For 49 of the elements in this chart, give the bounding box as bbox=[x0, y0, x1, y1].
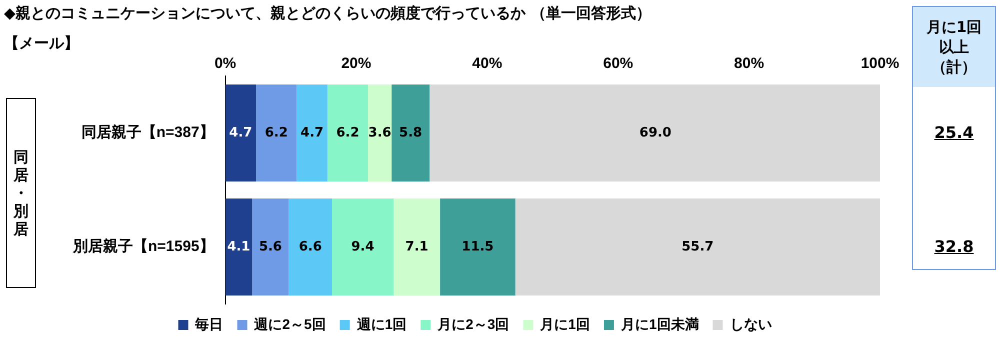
bar bbox=[332, 198, 394, 296]
x-tick-label: 100% bbox=[860, 55, 900, 72]
bar bbox=[288, 198, 332, 296]
legend-label: しない bbox=[730, 316, 772, 332]
x-tick-label: 0% bbox=[214, 55, 236, 72]
bar bbox=[440, 198, 516, 296]
data-label: 3.6 bbox=[368, 125, 392, 140]
bar bbox=[225, 198, 252, 296]
text: 【メール】 bbox=[4, 34, 79, 53]
legend-label: 月に1回未満 bbox=[620, 316, 699, 332]
data-label: 6.2 bbox=[264, 125, 288, 140]
text: 同居・別居 bbox=[14, 148, 28, 238]
data-label: 9.4 bbox=[351, 239, 374, 254]
legend-label: 週に1回 bbox=[356, 316, 407, 332]
text: 25.4 bbox=[933, 123, 975, 142]
data-label: 11.5 bbox=[462, 239, 494, 254]
bar bbox=[252, 198, 289, 296]
text: 月に1回以上（計） bbox=[913, 7, 995, 87]
bar bbox=[368, 84, 392, 182]
data-label: 4.1 bbox=[227, 239, 250, 254]
bar bbox=[392, 84, 430, 182]
legend-label: 月に2～3回 bbox=[436, 316, 510, 332]
legend-label: 月に1回 bbox=[539, 316, 590, 332]
data-label: 6.2 bbox=[336, 125, 360, 140]
bar bbox=[430, 84, 880, 182]
data-label: 7.1 bbox=[405, 239, 428, 254]
data-label: 4.7 bbox=[229, 125, 252, 140]
data-label: 6.6 bbox=[298, 239, 322, 254]
data-label: 55.7 bbox=[682, 239, 714, 254]
x-tick-label: 60% bbox=[603, 55, 634, 72]
x-tick-label: 40% bbox=[472, 55, 502, 72]
y-tick-label: 別居親子【n=1595】 bbox=[72, 238, 214, 256]
bar bbox=[515, 198, 880, 296]
text: 32.8 bbox=[933, 237, 975, 256]
legend-label: 週に2～5回 bbox=[253, 316, 326, 332]
y-tick-label: 同居親子【n=387】 bbox=[81, 124, 214, 142]
chart-title: ◆親とのコミュニケーションについて、親とどのくらいの頻度で行っているか （単一回答形式） bbox=[4, 4, 651, 23]
bar bbox=[327, 84, 368, 182]
bar bbox=[225, 84, 256, 182]
bar bbox=[394, 198, 440, 296]
legend-label: 毎日 bbox=[194, 316, 224, 332]
x-tick-label: 80% bbox=[734, 55, 764, 72]
data-label: 69.0 bbox=[639, 125, 672, 140]
data-label: 5.8 bbox=[399, 125, 422, 140]
data-label: 5.6 bbox=[258, 239, 282, 254]
data-label: 4.7 bbox=[300, 125, 324, 140]
bar bbox=[296, 84, 328, 182]
bar bbox=[256, 84, 297, 182]
x-tick-label: 20% bbox=[341, 55, 372, 72]
